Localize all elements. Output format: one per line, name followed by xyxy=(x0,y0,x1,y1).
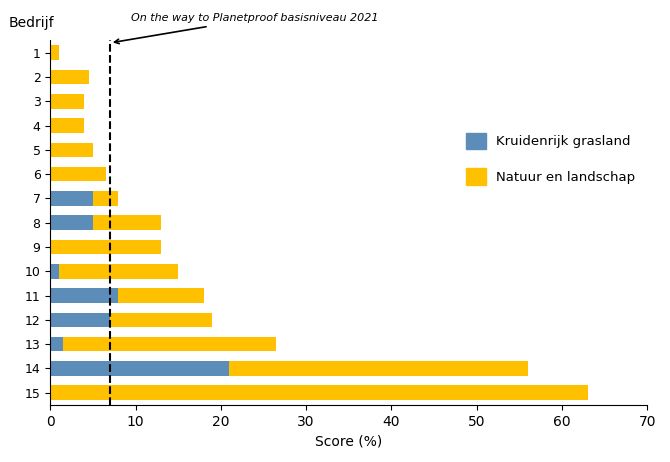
Bar xyxy=(50,215,93,230)
Bar xyxy=(50,45,59,60)
Bar xyxy=(50,264,59,279)
Bar xyxy=(50,94,84,109)
Bar xyxy=(63,337,276,352)
Bar xyxy=(50,70,88,84)
Bar xyxy=(110,312,212,327)
Text: On the way to Planetproof basisniveau 2021: On the way to Planetproof basisniveau 20… xyxy=(115,13,379,43)
Bar xyxy=(50,337,63,352)
Bar xyxy=(50,312,110,327)
Bar xyxy=(50,167,106,182)
Bar xyxy=(50,240,161,254)
Bar xyxy=(50,142,93,157)
X-axis label: Score (%): Score (%) xyxy=(315,434,383,448)
Bar xyxy=(50,191,93,206)
Bar xyxy=(93,215,161,230)
Bar xyxy=(50,288,119,303)
Bar xyxy=(50,385,588,400)
Bar xyxy=(59,264,178,279)
Bar xyxy=(119,288,204,303)
Bar xyxy=(50,118,84,133)
Legend: Kruidenrijk grasland, Natuur en landschap: Kruidenrijk grasland, Natuur en landscha… xyxy=(461,127,641,190)
Bar xyxy=(50,361,229,376)
Bar xyxy=(229,361,528,376)
Bar xyxy=(93,191,119,206)
Y-axis label: Bedrijf: Bedrijf xyxy=(9,16,54,30)
